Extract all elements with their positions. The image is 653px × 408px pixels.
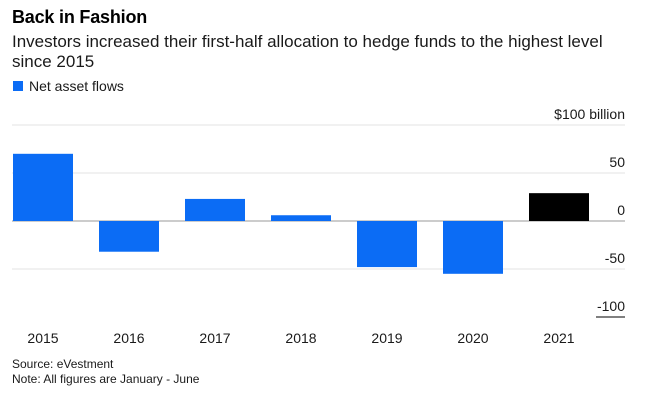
chart-title: Back in Fashion [12,7,148,27]
x-tick-label: 2020 [457,330,488,346]
x-tick-label: 2017 [199,330,230,346]
x-tick-label: 2019 [371,330,402,346]
bar-2018 [271,215,331,221]
x-tick-label: 2016 [113,330,144,346]
legend-swatch [13,81,23,91]
bar-2015 [13,153,73,221]
y-tick-label: -100 [597,298,625,314]
x-tick-label: 2021 [543,330,574,346]
bar-2019 [357,221,417,268]
x-tick-label: 2018 [285,330,316,346]
legend: Net asset flows [13,78,124,94]
bar-2020 [443,221,503,274]
footer: Source: eVestment Note: All figures are … [12,357,199,387]
bar-2017 [185,198,245,221]
y-tick-label: 50 [609,154,625,170]
y-tick-label: $100 billion [554,106,625,122]
y-tick-label: 0 [617,202,625,218]
source-note: Source: eVestment [12,357,114,371]
legend-label: Net asset flows [29,78,124,94]
y-tick-label: -50 [605,250,625,266]
bars [13,153,589,274]
axes: $100 billion 50 0 -50 -100 2015 2016 2017 2018 20… [27,106,625,346]
bar-2021 [529,193,589,221]
bar-2016 [99,221,159,252]
footnote: Note: All figures are January - June [12,372,200,386]
chart-subtitle: Investors increased their first-half all… [12,32,603,71]
x-tick-label: 2015 [27,330,58,346]
